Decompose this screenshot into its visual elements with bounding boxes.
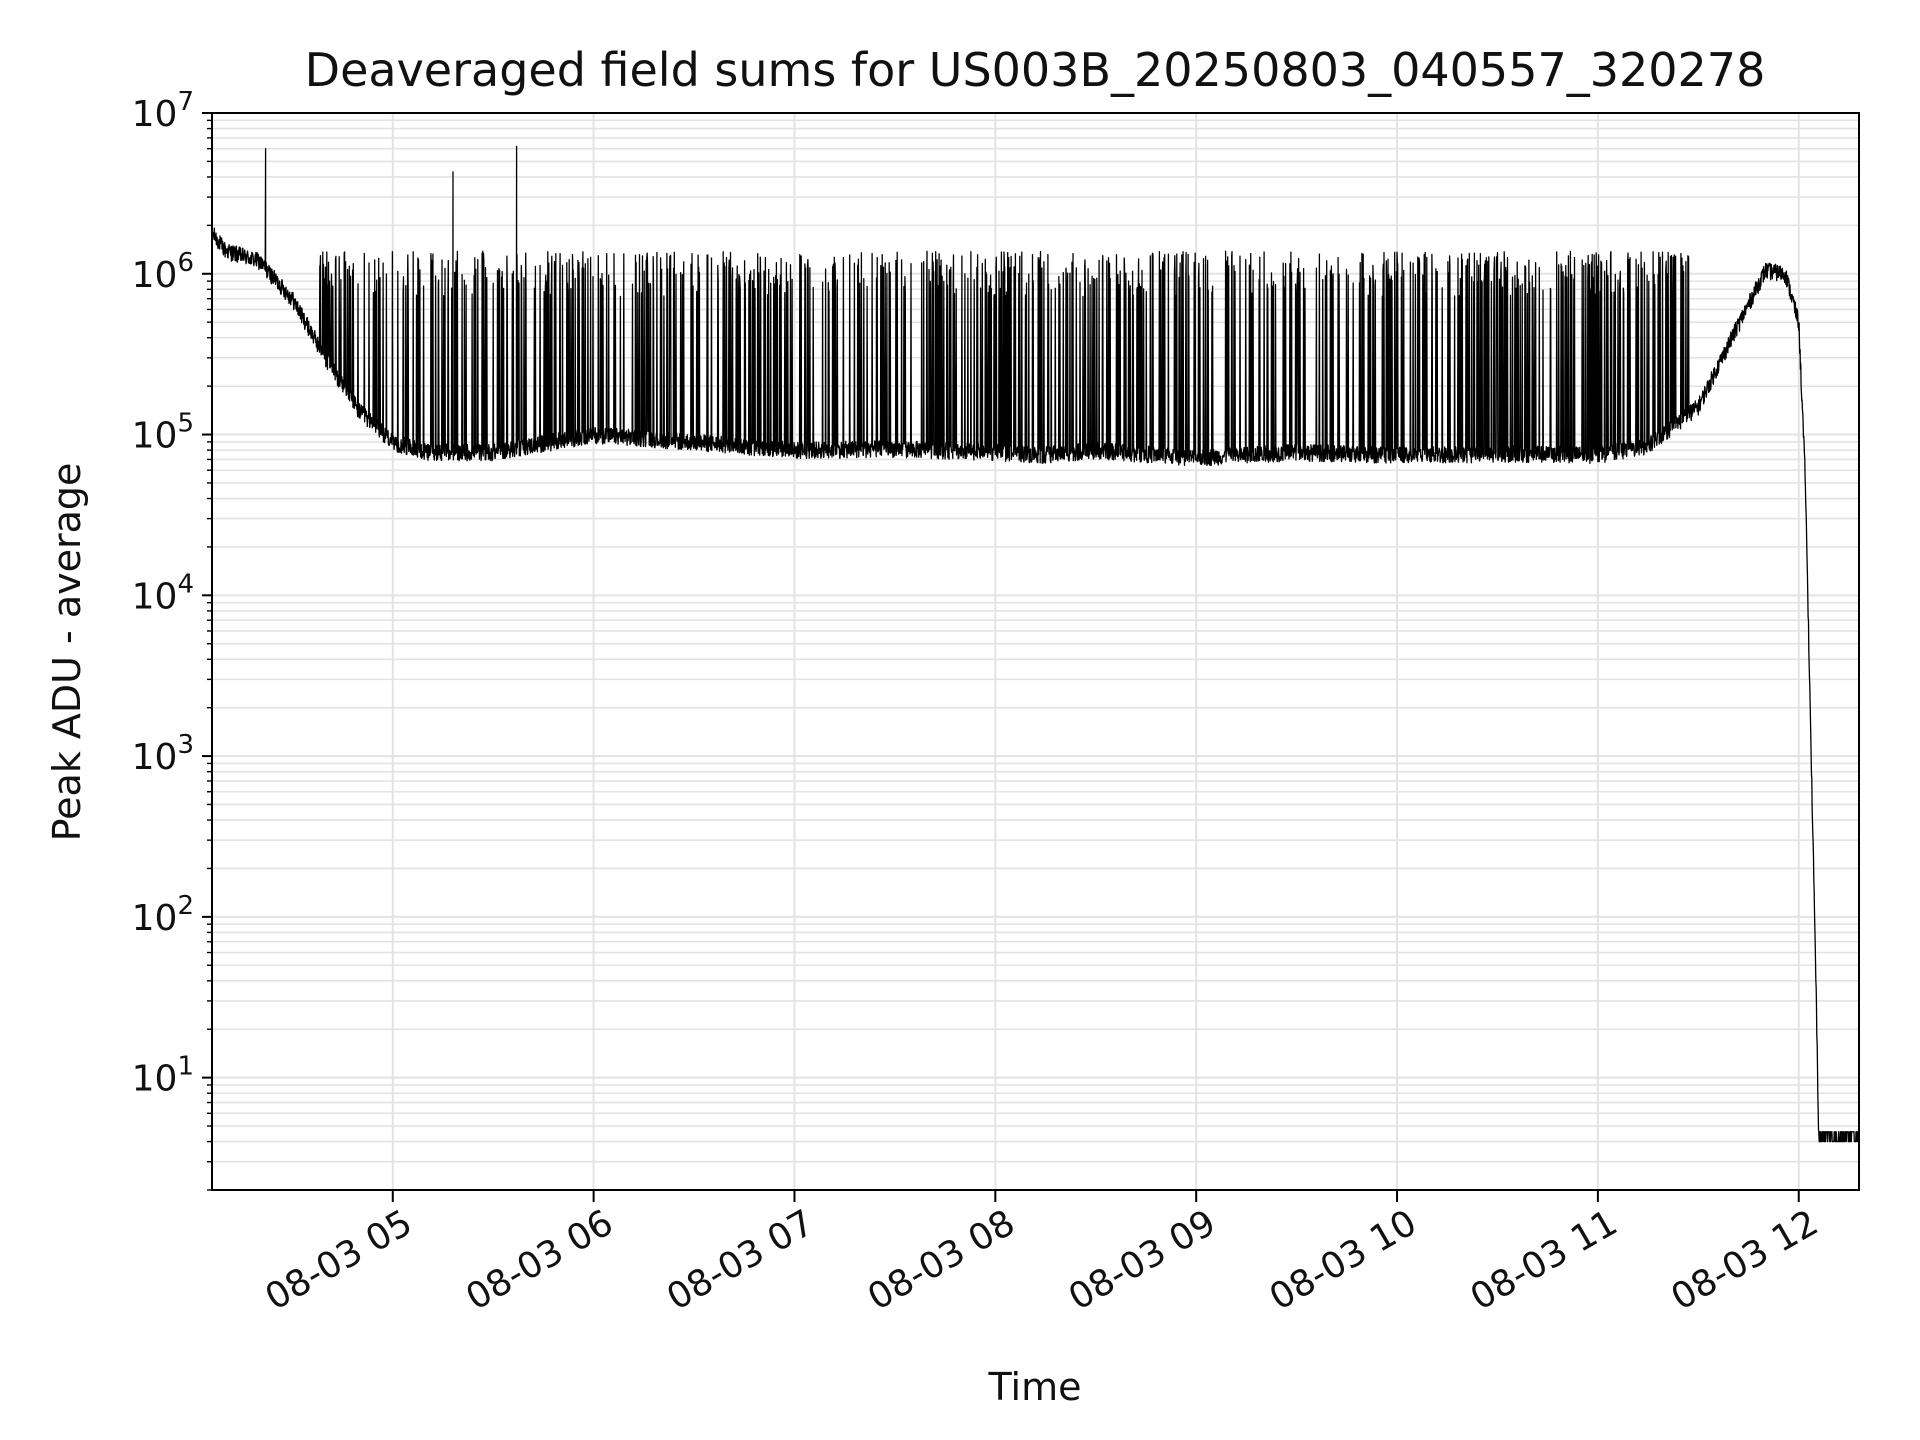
series-line: [211, 145, 1860, 1143]
plot-data: [211, 145, 1860, 1143]
y-tick-label: 102: [132, 891, 194, 939]
y-tick-label: 104: [132, 569, 194, 617]
y-tick-label: 105: [132, 409, 194, 457]
plot-frame: [211, 112, 1860, 1191]
chart-title: Deaveraged field sums for US003B_2025080…: [305, 43, 1766, 97]
y-axis-label: Peak ADU - average: [45, 463, 89, 842]
y-tick-label: 107: [132, 87, 194, 135]
y-tick-label: 101: [132, 1052, 194, 1100]
x-axis-label: Time: [988, 1365, 1082, 1409]
y-tick-label: 103: [132, 730, 194, 778]
y-tick-label: 106: [132, 248, 194, 296]
